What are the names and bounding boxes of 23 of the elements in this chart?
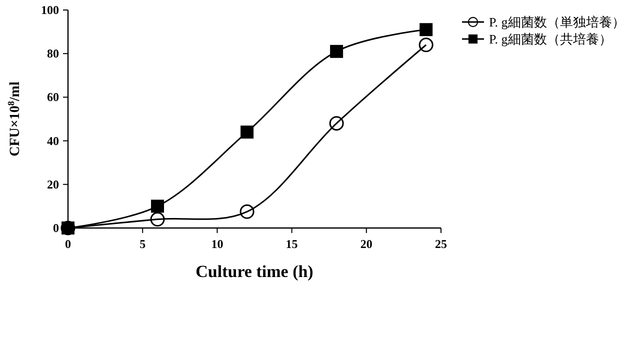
- point: [418, 38, 434, 52]
- y-tick-label: 40: [47, 134, 59, 148]
- point: [151, 200, 164, 213]
- legend-label: P. g細菌数（共培養）: [489, 32, 612, 46]
- legend-label: P. g細菌数（単独培養）: [489, 14, 625, 30]
- x-tick-label: 20: [360, 237, 372, 251]
- point: [329, 116, 344, 131]
- point: [240, 126, 254, 139]
- point: [330, 44, 344, 58]
- y-tick-label: 60: [47, 90, 59, 104]
- y-tick-label: 80: [47, 46, 59, 61]
- point: [150, 212, 165, 227]
- point: [240, 204, 254, 219]
- y-tick-label: 0: [53, 221, 59, 235]
- point: [420, 23, 433, 36]
- x-axis-title: Culture time (h): [196, 262, 314, 281]
- x-tick-label: 25: [435, 237, 447, 251]
- x-tick-label: 10: [211, 237, 224, 251]
- x-tick-label: 15: [286, 237, 298, 251]
- x-tick-label: 0: [65, 237, 71, 251]
- y-tick-label: 100: [41, 3, 59, 17]
- x-tick-label: 5: [140, 237, 146, 251]
- y-tick-label: 20: [47, 177, 59, 192]
